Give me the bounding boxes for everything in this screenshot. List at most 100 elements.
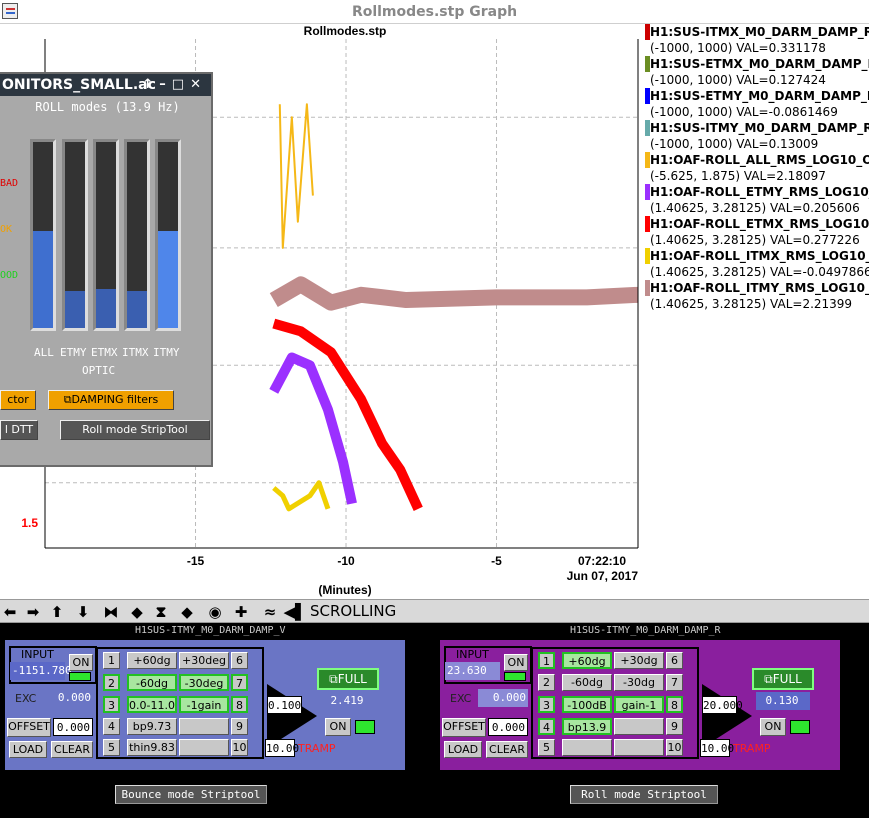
tramp-label: TRAMP — [733, 742, 771, 755]
filter-bank-button[interactable]: -30dg — [614, 674, 664, 691]
offset-value[interactable]: 0.000 — [53, 718, 93, 736]
filter-bank-number[interactable]: 5 — [538, 739, 555, 756]
filter-bank-number[interactable]: 1 — [538, 652, 555, 669]
legend[interactable]: H1:SUS-ITMX_M0_DARM_DAMP_R_ (-1000, 1000)… — [645, 24, 869, 312]
gain-value[interactable]: 0.100 — [267, 696, 302, 714]
zoom-in-y-icon[interactable]: ⧗ — [155, 602, 167, 621]
filter-bank-button[interactable]: thin9.83 — [127, 739, 177, 756]
filter-bank-number[interactable]: 2 — [103, 674, 120, 691]
filter-bank-button[interactable]: -1gain — [179, 696, 229, 713]
filter-bank-number[interactable]: 2 — [538, 674, 555, 691]
full-button[interactable]: ⧉FULL — [752, 668, 814, 690]
dtt-button[interactable]: l DTT — [0, 420, 38, 440]
filter-bank-button[interactable] — [179, 718, 229, 735]
filter-bank-button[interactable]: -100dB — [562, 696, 612, 713]
legend-entry-name[interactable]: H1:OAF-ROLL_ITMY_RMS_LOG10_O — [645, 280, 869, 296]
filter-bank-number[interactable]: 7 — [666, 674, 683, 691]
filter-bank-number[interactable]: 8 — [231, 696, 248, 713]
filter-bank-number[interactable]: 9 — [231, 718, 248, 735]
legend-entry-name[interactable]: H1:SUS-ITMX_M0_DARM_DAMP_R_ — [645, 24, 869, 40]
filter-bank-number[interactable]: 3 — [538, 696, 555, 713]
filter-bank-button[interactable]: bp13.9 — [562, 718, 612, 735]
filter-bank-number[interactable]: 9 — [666, 718, 683, 735]
output-on-button[interactable]: ON — [325, 718, 351, 736]
load-button[interactable]: LOAD — [9, 741, 47, 758]
filter-bank-number[interactable]: 7 — [231, 674, 248, 691]
refresh-icon[interactable]: ≈ — [263, 602, 277, 621]
arrow-up-icon[interactable]: ↑ — [142, 77, 160, 92]
filter-bank-button[interactable]: +60dg — [562, 652, 612, 669]
filter-bank-button[interactable]: -30deg — [179, 674, 229, 691]
input-on-button[interactable]: ON — [69, 654, 93, 671]
input-on-button[interactable]: ON — [504, 654, 528, 671]
filter-bank-number[interactable]: 4 — [103, 718, 120, 735]
offset-button[interactable]: OFFSET — [442, 718, 486, 737]
tramp-value[interactable]: 10.00 — [700, 739, 734, 757]
filter-bank-number[interactable]: 10 — [666, 739, 683, 756]
close-icon[interactable]: ✕ — [190, 77, 207, 92]
legend-entry-name[interactable]: H1:OAF-ROLL_ALL_RMS_LOG10_O — [645, 152, 869, 168]
legend-entry-range: (-1000, 1000) VAL=0.13009 — [650, 137, 819, 151]
zoom-out-y-icon[interactable]: ◆ — [181, 602, 193, 621]
filter-bank-button[interactable]: +30dg — [614, 652, 664, 669]
scroll-right-icon[interactable]: ➡ — [26, 602, 40, 621]
legend-entry-name[interactable]: H1:OAF-ROLL_ETMX_RMS_LOG10_O — [645, 216, 869, 232]
filter-bank-number[interactable]: 1 — [103, 652, 120, 669]
filter-bank-button[interactable] — [614, 718, 664, 735]
legend-entry-name[interactable]: H1:SUS-ETMX_M0_DARM_DAMP_R_ — [645, 56, 869, 72]
monitor-window[interactable]: ONITORS_SMALL.ac ↑–□✕ ROLL modes (13.9 H… — [0, 72, 213, 467]
filter-bank-button[interactable]: +30deg — [179, 652, 229, 669]
scroll-left-icon[interactable]: ⬅ — [3, 602, 17, 621]
legend-entry-name[interactable]: H1:SUS-ITMY_M0_DARM_DAMP_R_ — [645, 120, 869, 136]
pan-icon[interactable]: ✚ — [234, 602, 248, 621]
striptool-button[interactable]: Roll mode Striptool — [570, 785, 718, 804]
filter-bank-button[interactable]: bp9.73 — [127, 718, 177, 735]
offset-button[interactable]: OFFSET — [7, 718, 51, 737]
filter-bank-number[interactable]: 5 — [103, 739, 120, 756]
filter-bank-button[interactable]: gain-1 — [614, 696, 664, 713]
filter-bank-button[interactable] — [179, 739, 229, 756]
scroll-up-icon[interactable]: ⬆ — [50, 602, 64, 621]
legend-entry-name[interactable]: H1:SUS-ETMY_M0_DARM_DAMP_R_ — [645, 88, 869, 104]
minimize-icon[interactable]: – — [159, 77, 172, 92]
clear-button[interactable]: CLEAR — [51, 741, 93, 758]
filter-bank-button[interactable]: -60dg — [562, 674, 612, 691]
output-on-button[interactable]: ON — [760, 718, 786, 736]
filter-bank-button[interactable] — [562, 739, 612, 756]
maximize-icon[interactable]: □ — [171, 77, 191, 92]
monitor-bar-label: ETMY — [60, 346, 87, 359]
filter-panel: H1SUS-ITMY_M0_DARM_DAMP_R INPUT 23.630 ON EX… — [440, 625, 840, 770]
full-button[interactable]: ⧉FULL — [317, 668, 379, 690]
filter-bank-number[interactable]: 4 — [538, 718, 555, 735]
clear-button[interactable]: CLEAR — [486, 741, 528, 758]
scroll-down-icon[interactable]: ⬇ — [76, 602, 90, 621]
roll-mode-striptool-button[interactable]: Roll mode StripTool — [60, 420, 210, 440]
legend-entry-name[interactable]: H1:OAF-ROLL_ITMX_RMS_LOG10_O — [645, 248, 869, 264]
offset-value[interactable]: 0.000 — [488, 718, 528, 736]
monitor-window-titlebar[interactable]: ONITORS_SMALL.ac ↑–□✕ — [0, 74, 211, 96]
legend-entry-range: (-1000, 1000) VAL=-0.0861469 — [650, 105, 838, 119]
filter-bank-button[interactable] — [614, 739, 664, 756]
exc-label: EXC — [15, 692, 37, 705]
ctor-button[interactable]: ctor — [0, 390, 36, 410]
filter-bank-number[interactable]: 6 — [666, 652, 683, 669]
load-button[interactable]: LOAD — [444, 741, 482, 758]
filter-bank-number[interactable]: 8 — [666, 696, 683, 713]
zoom-in-x-icon[interactable]: ⧓ — [103, 602, 119, 621]
filter-bank-number[interactable]: 10 — [231, 739, 248, 756]
damping-filters-button[interactable]: ⧉DAMPING filters — [48, 390, 174, 410]
tramp-value[interactable]: 10.00 — [265, 739, 299, 757]
scroll-mode-icon[interactable]: ◀▌ — [283, 602, 307, 621]
filter-bank-number[interactable]: 3 — [103, 696, 120, 713]
filter-bank-button[interactable]: 0.0-11.0 — [127, 696, 177, 713]
legend-entry-range: (1.40625, 3.28125) VAL=2.21399 — [650, 297, 853, 311]
striptool-button[interactable]: Bounce mode Striptool — [115, 785, 267, 804]
filter-bank-button[interactable]: +60dg — [127, 652, 177, 669]
filter-bank-button[interactable]: -60dg — [127, 674, 177, 691]
gain-value[interactable]: 20.000 — [702, 696, 743, 714]
auto-scale-icon[interactable]: ◉ — [208, 602, 222, 621]
filter-bank-number[interactable]: 6 — [231, 652, 248, 669]
zoom-out-x-icon[interactable]: ◆ — [131, 602, 143, 621]
legend-entry-name[interactable]: H1:OAF-ROLL_ETMY_RMS_LOG10_O — [645, 184, 869, 200]
